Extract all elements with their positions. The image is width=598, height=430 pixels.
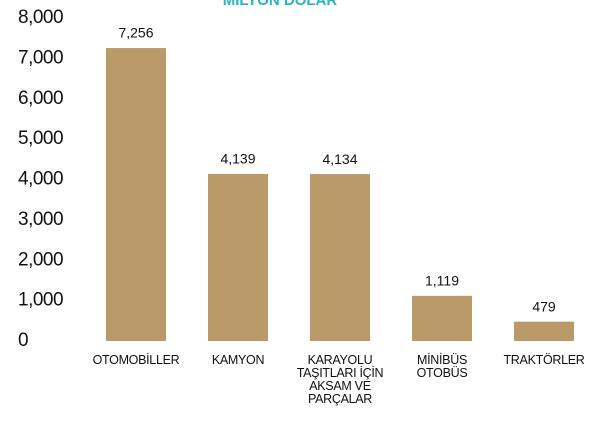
y-tick-label: 7,000: [18, 47, 63, 68]
x-tick-label: MİNİBÜS OTOBÜS: [416, 353, 468, 380]
y-tick-label: 3,000: [18, 209, 63, 230]
y-tick-label: 0: [18, 330, 28, 351]
x-tick-label: KAMYON: [211, 353, 265, 367]
y-tick-label: 8,000: [18, 7, 63, 28]
chart-title: MİLYON DOLAR: [223, 0, 338, 9]
value-label: 7,256: [118, 25, 153, 41]
x-tick-label: KARAYOLU TAŞITLARI İÇİN AKSAM VE PARÇALA…: [296, 353, 384, 406]
y-tick-label: 4,000: [18, 169, 63, 190]
y-tick-label: 2,000: [18, 249, 63, 270]
value-label: 4,134: [322, 151, 357, 167]
bar: [514, 321, 574, 341]
value-label: 1,119: [425, 273, 459, 289]
value-label: 479: [532, 298, 556, 314]
x-tick-label: TRAKTÖRLER: [503, 353, 585, 367]
y-tick-label: 6,000: [18, 88, 63, 109]
bar: [310, 174, 370, 341]
bar: [106, 48, 166, 341]
bar: [412, 295, 472, 341]
x-tick-label: OTOMOBİLLER: [92, 353, 180, 367]
y-tick-label: 1,000: [18, 290, 63, 311]
value-label: 4,139: [220, 151, 255, 167]
y-tick-label: 5,000: [18, 128, 63, 149]
bar: [208, 173, 268, 341]
